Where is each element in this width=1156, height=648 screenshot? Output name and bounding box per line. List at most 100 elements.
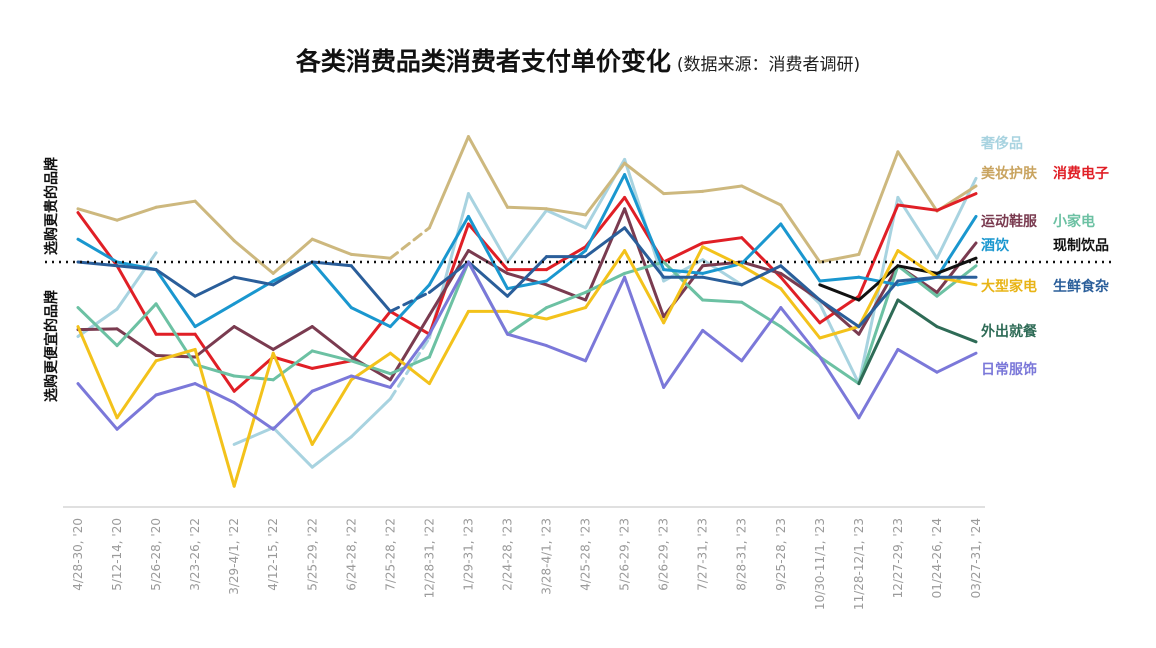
x-tick-label-9: 7/25-28, '22 bbox=[383, 518, 397, 591]
series-11 bbox=[76, 260, 978, 431]
x-tick-label-19: 9/25-28, '23 bbox=[774, 518, 788, 591]
series-3-segment-8 bbox=[349, 309, 392, 363]
legend-label-4: 运动鞋服 bbox=[981, 213, 1038, 230]
legend-label-6: 酒饮 bbox=[981, 237, 1010, 254]
series-2-segment-18 bbox=[740, 184, 783, 207]
series-5-segment-2 bbox=[115, 302, 158, 348]
series-6-segment-18 bbox=[740, 222, 783, 266]
series-4-segment-13 bbox=[545, 283, 588, 302]
series-3-segment-16 bbox=[662, 241, 705, 264]
series-8-segment-17 bbox=[701, 245, 744, 268]
series-5-segment-20 bbox=[818, 355, 861, 386]
series-2-segment-12 bbox=[505, 205, 549, 211]
series-4-segment-10 bbox=[427, 249, 470, 317]
series-11-segment-19 bbox=[779, 306, 822, 359]
series-8-segment-7 bbox=[310, 378, 353, 446]
series-11-segment-11 bbox=[466, 260, 509, 336]
series-11-segment-1 bbox=[76, 382, 119, 431]
series-6 bbox=[76, 173, 978, 329]
series-4-segment-15 bbox=[623, 207, 666, 319]
series-2-segment-14 bbox=[584, 161, 627, 217]
series-6-segment-20 bbox=[818, 275, 861, 283]
x-tick-label-2: 5/12-14, '20 bbox=[110, 518, 124, 591]
series-6-segment-4 bbox=[193, 302, 236, 329]
series-9-segment-10 bbox=[427, 260, 470, 294]
series-11-segment-22 bbox=[896, 347, 939, 374]
series-11-segment-9 bbox=[388, 332, 431, 389]
series-7-segment-20 bbox=[818, 283, 861, 302]
legend-label-11: 日常服饰 bbox=[981, 361, 1037, 378]
series-4-segment-5 bbox=[232, 325, 275, 351]
series-8-segment-2 bbox=[115, 359, 158, 420]
series-3-segment-19 bbox=[779, 275, 822, 325]
legend-label-2: 美妆护肤 bbox=[981, 165, 1038, 182]
series-8-segment-12 bbox=[505, 309, 549, 321]
series-11-segment-14 bbox=[584, 275, 627, 363]
series-6-segment-19 bbox=[779, 222, 822, 283]
x-tick-label-24: 03/27-31, '24 bbox=[969, 518, 983, 598]
chart-title-block: 各类消费品类消费者支付单价变化 (数据来源：消费者调研) bbox=[0, 42, 1156, 78]
series-2-segment-22 bbox=[896, 150, 939, 213]
series-9-segment-14 bbox=[584, 226, 627, 259]
series-2-segment-11 bbox=[466, 135, 509, 209]
series-9-segment-5 bbox=[232, 275, 275, 287]
series-5-segment-12 bbox=[505, 306, 549, 336]
series-5-segment-9 bbox=[388, 355, 431, 376]
series-8 bbox=[76, 245, 978, 488]
series-11-segment-17 bbox=[701, 328, 744, 363]
x-tick-label-4: 3/23-26, '22 bbox=[188, 518, 202, 591]
series-4-segment-1 bbox=[76, 327, 119, 332]
series-5-segment-19 bbox=[779, 325, 822, 359]
series-2-segment-10 bbox=[427, 135, 470, 230]
series-9-segment-9 bbox=[388, 290, 431, 313]
x-tick-label-17: 7/27-31, '23 bbox=[696, 518, 710, 591]
series-5-segment-7 bbox=[310, 349, 353, 363]
series-2-segment-8 bbox=[349, 252, 392, 260]
series-10-segment-23 bbox=[935, 325, 978, 344]
series-2-segment-21 bbox=[857, 150, 900, 256]
series-3-segment-21 bbox=[857, 203, 900, 298]
series-8-segment-10 bbox=[427, 309, 470, 386]
series-2-segment-19 bbox=[779, 203, 822, 264]
series-10 bbox=[857, 298, 978, 386]
series-10-segment-22 bbox=[896, 298, 939, 329]
series-6-segment-14 bbox=[584, 173, 627, 253]
series-8-segment-4 bbox=[193, 347, 236, 488]
series-1-segment-8 bbox=[349, 397, 392, 439]
series-4-segment-21 bbox=[857, 264, 900, 336]
legend-label-8: 大型家电 bbox=[981, 278, 1037, 295]
series-8-segment-22 bbox=[896, 249, 939, 279]
series-9-segment-2 bbox=[115, 264, 158, 272]
series-9 bbox=[76, 226, 978, 329]
legend-label-10: 外出就餐 bbox=[981, 323, 1038, 340]
series-5-segment-18 bbox=[740, 300, 783, 329]
x-tick-label-15: 5/26-29, '23 bbox=[618, 518, 632, 591]
series-9-segment-8 bbox=[349, 264, 392, 313]
series-6-segment-16 bbox=[662, 268, 705, 275]
series-2-segment-2 bbox=[115, 205, 158, 222]
series-4-segment-7 bbox=[310, 325, 353, 359]
series-9-segment-19 bbox=[779, 264, 822, 302]
series-10-segment-21 bbox=[857, 298, 900, 386]
series-6-segment-17 bbox=[701, 262, 744, 275]
series-9-segment-1 bbox=[76, 260, 119, 268]
series-5-segment-4 bbox=[193, 363, 236, 378]
series-3-segment-4 bbox=[193, 332, 236, 393]
series-2-segment-3 bbox=[154, 199, 197, 209]
series-8-segment-6 bbox=[271, 351, 314, 446]
series-1-segment-22 bbox=[896, 195, 939, 260]
series-6-segment-12 bbox=[505, 279, 549, 291]
series-5-segment-13 bbox=[545, 290, 588, 310]
series-3-segment-20 bbox=[818, 294, 861, 325]
series-5-segment-17 bbox=[701, 298, 744, 304]
series-3-segment-23 bbox=[935, 192, 978, 212]
series-11-segment-20 bbox=[818, 355, 861, 420]
x-tick-label-14: 4/25-28, '23 bbox=[579, 518, 593, 591]
series-3-segment-22 bbox=[896, 203, 939, 212]
series-8-segment-13 bbox=[545, 306, 588, 321]
series-9-segment-4 bbox=[193, 275, 236, 298]
series-9-segment-18 bbox=[740, 264, 783, 287]
series-8-segment-19 bbox=[779, 287, 822, 340]
